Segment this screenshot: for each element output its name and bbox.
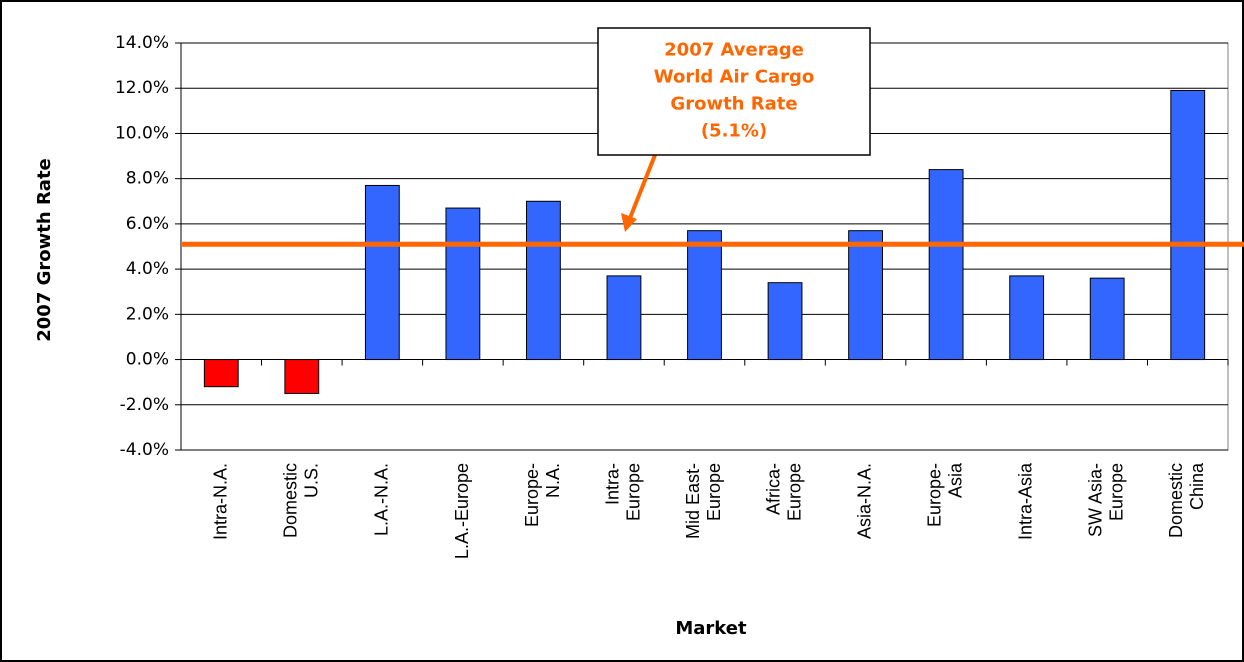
x-tick-label: Africa-Europe <box>763 463 804 521</box>
y-tick-label: -2.0% <box>120 395 169 415</box>
bar <box>445 207 481 361</box>
bar <box>1009 275 1045 361</box>
x-tick-label: Intra-N.A. <box>210 463 230 540</box>
y-tick-label: 10.0% <box>115 123 169 143</box>
bar <box>284 359 320 394</box>
annotation-box <box>597 27 871 156</box>
annotation-arrowhead <box>621 213 637 232</box>
x-tick-label: DomesticChina <box>1166 462 1207 538</box>
x-tick-label: Asia-N.A. <box>854 463 874 539</box>
bar <box>203 359 239 388</box>
x-tick-label: Europe-N.A. <box>522 463 563 527</box>
bar <box>687 230 722 361</box>
x-tick-label: Intra-Asia <box>1015 462 1035 540</box>
x-tick-label: Europe-Asia <box>924 462 965 527</box>
bar <box>364 184 400 361</box>
annotation-arrow <box>628 154 657 219</box>
bar <box>526 200 561 361</box>
bar <box>767 282 803 361</box>
bar <box>1170 89 1206 361</box>
y-tick-label: 14.0% <box>115 33 169 53</box>
x-tick-label: Mid East-Europe <box>683 463 724 539</box>
y-axis-title: 2007 Growth Rate <box>34 158 55 342</box>
x-tick-label: L.A.-N.A. <box>371 463 391 536</box>
y-tick-label: 12.0% <box>115 78 169 98</box>
annotation: 2007 Average World Air Cargo Growth Rate (5… <box>654 40 815 142</box>
x-axis-title: Market <box>675 618 747 639</box>
y-tick-label: 4.0% <box>126 259 169 279</box>
bar <box>928 169 964 361</box>
x-tick-label: Intra-Europe <box>602 463 643 521</box>
y-tick-label: -4.0% <box>120 440 169 460</box>
x-tick-label: DomesticU.S. <box>280 463 321 538</box>
bar <box>606 275 642 361</box>
bar <box>848 230 883 361</box>
bar <box>1089 277 1125 361</box>
x-tick-label: L.A.-Europe <box>452 463 472 559</box>
y-tick-label: 8.0% <box>126 169 169 189</box>
y-tick-label: 0.0% <box>126 350 169 370</box>
y-tick-label: 2.0% <box>126 304 169 324</box>
y-tick-label: 6.0% <box>126 214 169 234</box>
x-tick-label: SW Asia-Europe <box>1085 463 1126 537</box>
